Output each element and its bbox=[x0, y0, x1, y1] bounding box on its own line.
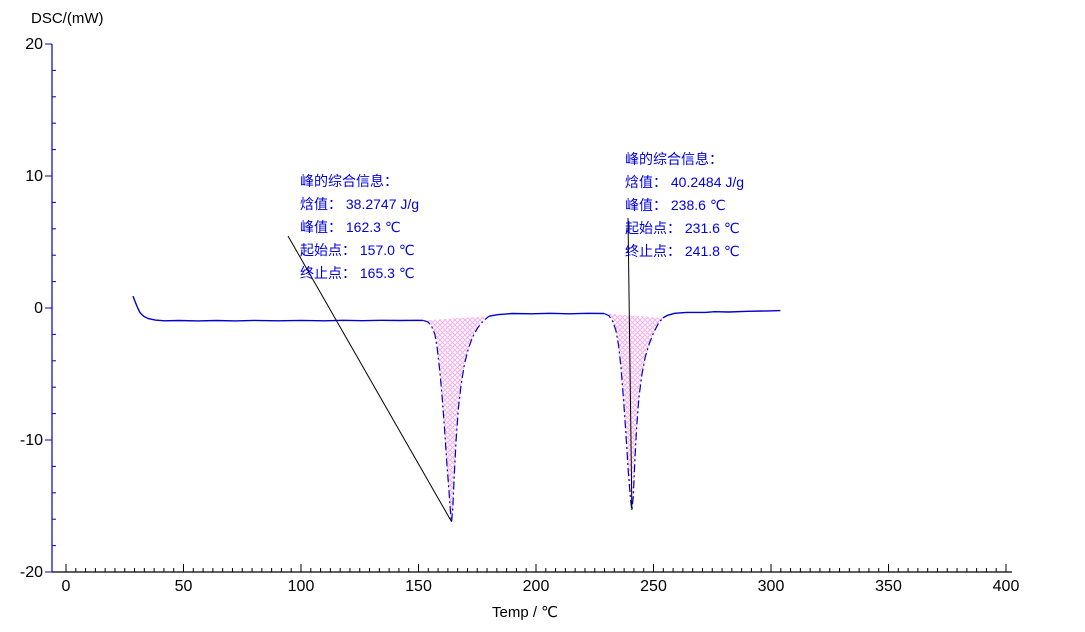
annotation-line: 起始点： 231.6 ℃ bbox=[625, 220, 740, 236]
x-tick-label: 350 bbox=[875, 578, 902, 595]
x-tick-label: 300 bbox=[758, 578, 785, 595]
x-tick-label: 200 bbox=[523, 578, 550, 595]
y-tick-label: 20 bbox=[25, 36, 43, 53]
annotation-line: 终止点： 241.8 ℃ bbox=[625, 243, 740, 259]
dsc-curve-segment bbox=[662, 309, 781, 319]
x-tick-label: 150 bbox=[405, 578, 432, 595]
y-tick-label: -10 bbox=[20, 432, 43, 449]
dsc-curve-segment bbox=[603, 312, 664, 511]
y-axis-title: DSC/(mW) bbox=[31, 10, 104, 27]
dsc-curve-segment bbox=[132, 295, 424, 322]
annotation-line: 峰的综合信息： bbox=[625, 151, 723, 167]
x-axis-title: Temp / ℃ bbox=[491, 604, 559, 621]
annotation-line: 峰值： 238.6 ℃ bbox=[625, 197, 726, 213]
peak-annotation-1: 峰的综合信息： 焓值： 38.2747 J/g 峰值： 162.3 ℃ 起始点： 15… bbox=[300, 170, 419, 285]
x-tick-label: 400 bbox=[993, 578, 1020, 595]
y-tick-label: -20 bbox=[20, 564, 43, 581]
x-tick-label: 50 bbox=[175, 578, 193, 595]
annotation-line: 焓值： 40.2484 J/g bbox=[625, 174, 745, 190]
peak-annotation-2: 峰的综合信息： 焓值： 40.2484 J/g 峰值： 238.6 ℃ 起始点： 23… bbox=[625, 148, 744, 263]
x-tick-label: 0 bbox=[62, 578, 71, 595]
annotation-line: 终止点： 165.3 ℃ bbox=[300, 265, 415, 281]
annotation-line: 焓值： 38.2747 J/g bbox=[300, 196, 420, 212]
peak-fill-area bbox=[423, 316, 489, 522]
y-tick-label: 10 bbox=[25, 168, 43, 185]
dsc-curve-segment bbox=[488, 312, 605, 317]
annotation-line: 峰的综合信息： bbox=[300, 173, 398, 189]
dsc-curve-segment bbox=[423, 315, 490, 522]
annotation-line: 起始点： 157.0 ℃ bbox=[300, 242, 415, 258]
peak-leader-line bbox=[627, 217, 633, 511]
x-tick-label: 100 bbox=[288, 578, 315, 595]
peak-fill-area bbox=[604, 313, 663, 510]
y-tick-label: 0 bbox=[34, 300, 43, 317]
x-tick-label: 250 bbox=[640, 578, 667, 595]
annotation-line: 峰值： 162.3 ℃ bbox=[300, 219, 401, 235]
peak-leader-line bbox=[287, 235, 453, 523]
